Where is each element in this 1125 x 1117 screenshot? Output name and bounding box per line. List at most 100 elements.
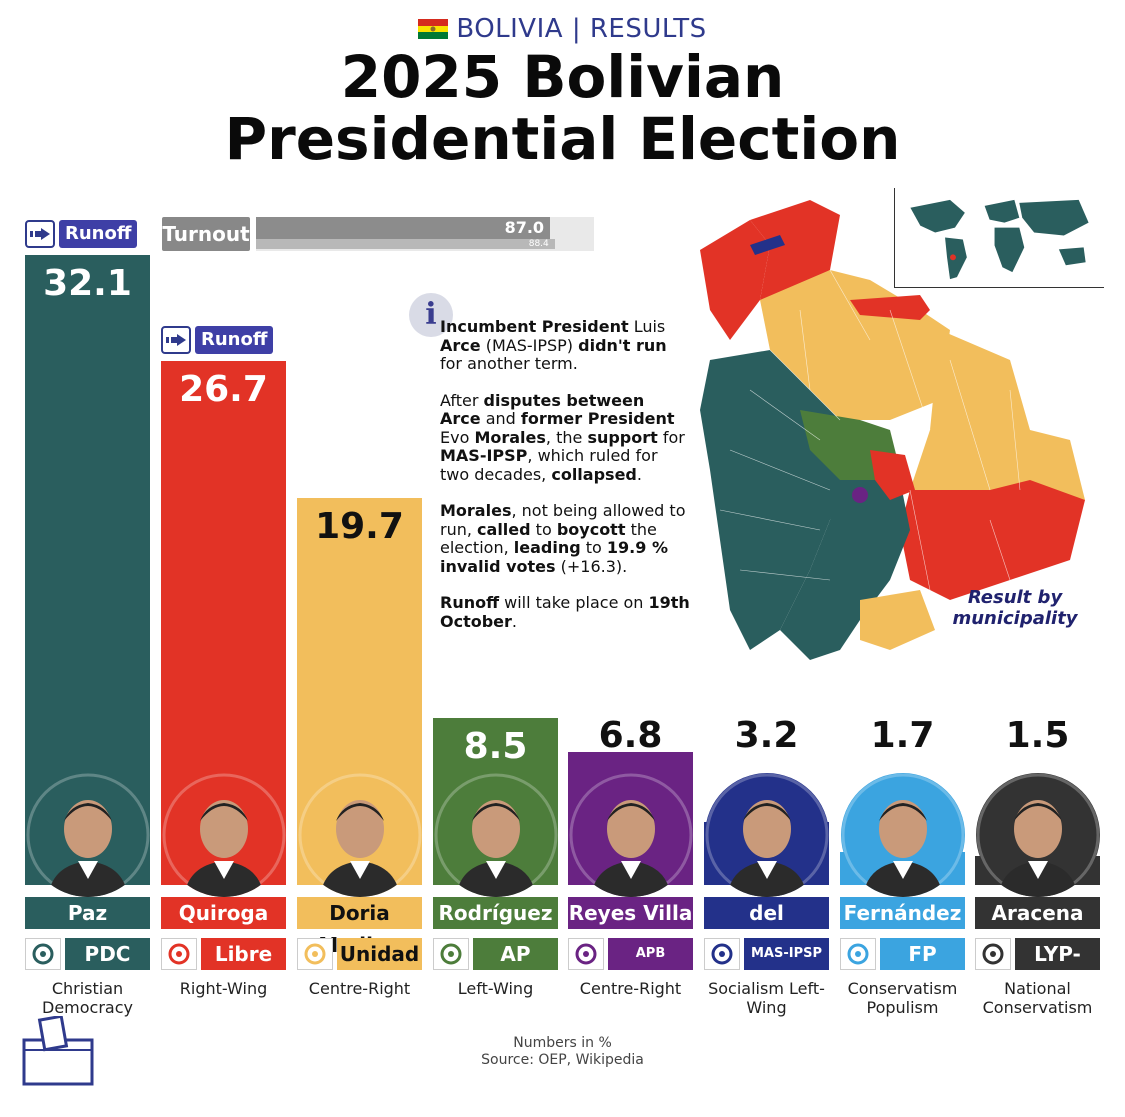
map-region-lake xyxy=(750,235,785,255)
bolivia-municipality-map xyxy=(700,200,1085,660)
candidate-name-4: Reyes Villa xyxy=(568,897,693,929)
info-paragraph-4: Runoff will take place on 19th October. xyxy=(440,593,690,631)
bar-value-label-2: 19.7 xyxy=(315,506,404,548)
footer-source: Source: OEP, Wikipedia xyxy=(481,1052,644,1068)
party-row-4: APB Súmate xyxy=(568,938,693,993)
map-region-santa-cruz-south xyxy=(900,480,1085,600)
candidate-name-5: del Castillo xyxy=(704,897,829,957)
kicker: BOLIVIA | RESULTS xyxy=(0,14,1125,44)
party-logo-icon xyxy=(568,938,604,970)
candidate-name-2: Doria Medina xyxy=(297,897,422,957)
bar-value-label-1: 26.7 xyxy=(179,368,268,410)
candidate-name-0: Paz xyxy=(25,897,150,929)
world-locator-map xyxy=(894,188,1104,288)
person-icon xyxy=(162,773,286,897)
person-icon xyxy=(841,773,965,897)
bar-value-label-5: 3.2 xyxy=(734,715,799,756)
turnout-bar: 87.0 xyxy=(256,217,551,239)
party-name: Unidad xyxy=(337,938,422,970)
bar-value-label-0: 32.1 xyxy=(43,263,132,304)
party-name: Libre xyxy=(201,938,286,970)
person-icon xyxy=(298,773,422,897)
candidate-name-3: Rodríguez xyxy=(433,897,558,929)
candidate-name-1: Quiroga xyxy=(161,897,286,929)
party-name: APB Súmate xyxy=(608,938,693,993)
runoff-label: Runoff xyxy=(195,325,274,354)
kicker-text: BOLIVIA | RESULTS xyxy=(456,14,707,44)
party-row-1: Libre xyxy=(161,938,286,970)
map-caption: Result by municipality xyxy=(952,587,1078,629)
bar-value-label-4: 6.8 xyxy=(598,715,663,756)
bar-value-label-3: 8.5 xyxy=(463,726,528,768)
info-paragraph-1: Incumbent President Luis Arce (MAS-IPSP)… xyxy=(440,317,667,373)
map-region-north-east xyxy=(850,295,930,320)
party-logo-icon xyxy=(975,938,1011,970)
candidate-portrait-5 xyxy=(705,773,829,897)
person-icon xyxy=(705,773,829,897)
party-name: MAS-IPSP xyxy=(744,938,829,970)
title-line-1: 2025 Bolivian xyxy=(340,43,785,111)
party-name: FP xyxy=(880,938,965,970)
candidate-portrait-4 xyxy=(569,773,693,897)
bolivia-flag-icon xyxy=(418,19,449,39)
turnout-track: 87.0 88.4 xyxy=(256,217,594,251)
map-region-north xyxy=(750,200,840,300)
party-ideology-5: Socialism Left-Wing xyxy=(708,979,825,1017)
info-paragraph-3: Morales, not being allowed to run, calle… xyxy=(440,501,686,576)
party-name: LYP-ADN xyxy=(1015,938,1100,998)
party-row-7: LYP-ADN xyxy=(975,938,1100,998)
party-row-5: MAS-IPSP xyxy=(704,938,829,970)
person-icon xyxy=(26,773,150,897)
party-row-6: FP xyxy=(840,938,965,970)
party-ideology-2: Centre-Right xyxy=(308,979,411,998)
runoff-badge-1: Runoff xyxy=(161,325,274,355)
candidate-portrait-0 xyxy=(26,773,150,897)
party-ideology-1: Right-Wing xyxy=(179,979,268,998)
party-logo-icon xyxy=(161,938,197,970)
person-icon xyxy=(976,773,1100,897)
candidate-portrait-3 xyxy=(434,773,558,897)
title-line-2: Presidential Election xyxy=(224,105,901,173)
party-logo-icon xyxy=(840,938,876,970)
bar-value-label-7: 1.5 xyxy=(1005,715,1070,756)
party-ideology-4: Centre-Right xyxy=(579,979,682,998)
candidate-name-7: Aracena xyxy=(975,897,1100,929)
person-icon xyxy=(569,773,693,897)
footer: Numbers in % Source: OEP, Wikipedia xyxy=(440,1035,685,1069)
map-borders xyxy=(719,269,1021,591)
party-ideology-0: Christian Democracy xyxy=(42,979,133,1017)
turnout-previous-bar: 88.4 xyxy=(256,239,555,249)
footer-note: Numbers in % xyxy=(513,1035,612,1051)
party-name: PDC xyxy=(65,938,150,970)
candidate-portrait-7 xyxy=(976,773,1100,897)
turnout-label: Turnout xyxy=(162,217,250,251)
party-name: AP xyxy=(473,938,558,970)
party-ideology-3: Left-Wing xyxy=(457,979,534,998)
party-row-3: AP xyxy=(433,938,558,970)
candidate-name-6: Fernández xyxy=(840,897,965,929)
map-region-north-west xyxy=(700,220,770,340)
arrow-right-icon xyxy=(25,220,55,248)
party-logo-icon xyxy=(433,938,469,970)
map-region-pocket-1 xyxy=(870,450,915,500)
party-logo-icon xyxy=(704,938,740,970)
info-icon: i xyxy=(409,293,453,337)
candidate-portrait-6 xyxy=(841,773,965,897)
party-row-2: Unidad xyxy=(297,938,422,970)
info-text: Incumbent President Luis Arce (MAS-IPSP)… xyxy=(440,317,690,649)
bar-value-label-6: 1.7 xyxy=(870,715,935,756)
info-paragraph-2: After disputes between Arce and former P… xyxy=(440,390,685,484)
runoff-label: Runoff xyxy=(59,220,138,248)
page-title: 2025 Bolivian Presidential Election xyxy=(0,46,1125,170)
map-region-tarija xyxy=(860,590,935,650)
party-row-0: PDC xyxy=(25,938,150,970)
party-logo-icon xyxy=(297,938,333,970)
party-ideology-6: Conservatism Populism xyxy=(847,979,958,1017)
ballot-box-icon xyxy=(22,1016,94,1086)
map-region-south xyxy=(780,480,910,660)
party-logo-icon xyxy=(25,938,61,970)
arrow-right-icon xyxy=(161,325,191,354)
person-icon xyxy=(434,773,558,897)
candidate-portrait-2 xyxy=(298,773,422,897)
party-ideology-7: National Conservatism xyxy=(982,979,1093,1017)
